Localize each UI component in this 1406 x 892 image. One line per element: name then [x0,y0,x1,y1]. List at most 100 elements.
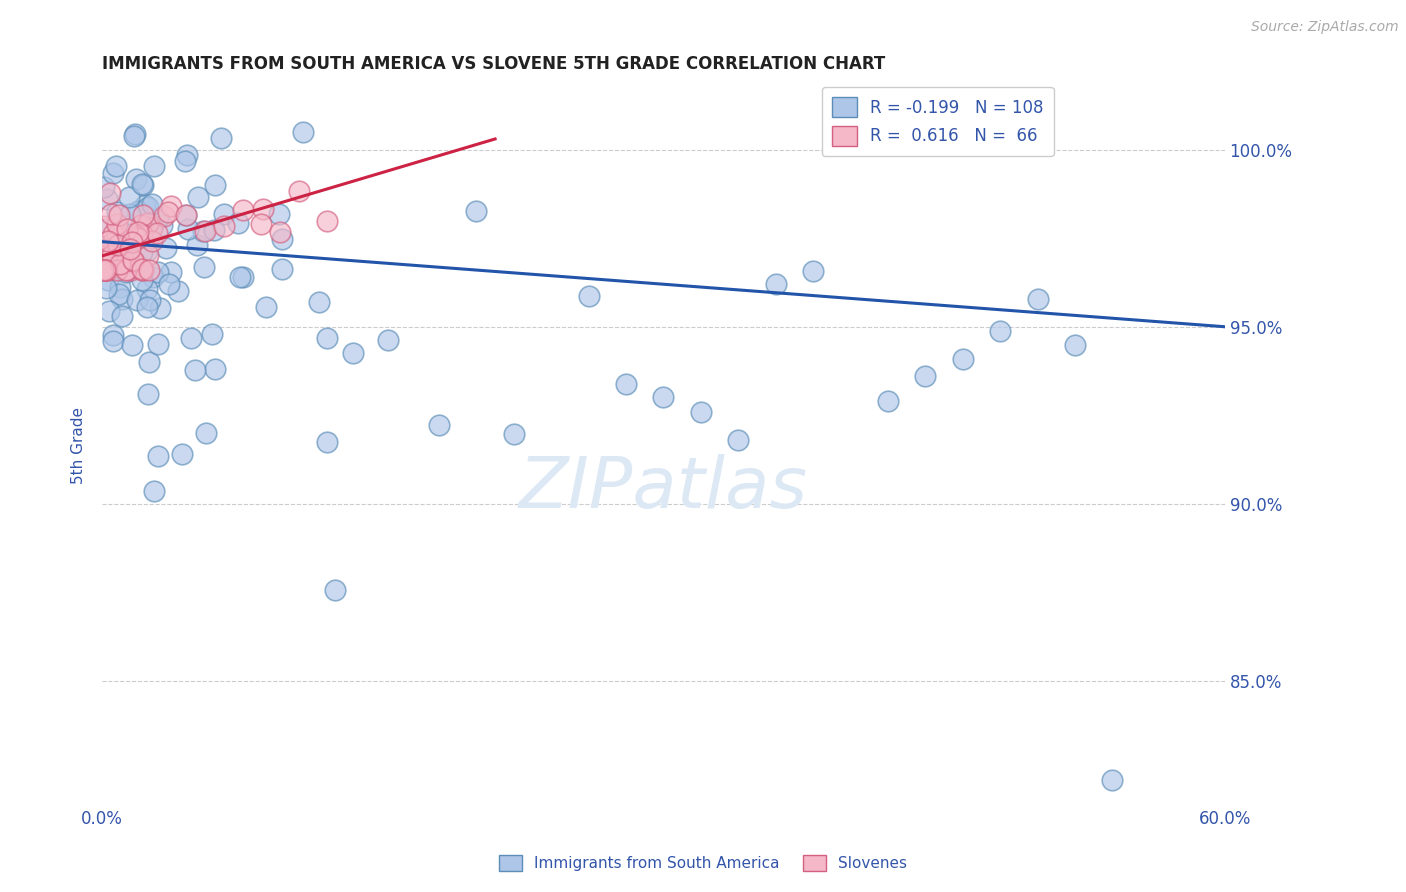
Point [131,261,153,276]
Point [97,263,120,277]
Point [135,300,157,314]
Point [131,178,153,192]
Point [138,248,160,262]
Point [176,208,198,222]
Point [91,219,114,233]
Point [125,293,148,307]
Point [97,256,120,270]
Point [103,235,125,249]
Point [1064,338,1087,352]
Point [209,131,232,145]
Point [150,219,173,233]
Point [136,282,159,296]
Point [134,198,156,212]
Point [212,207,235,221]
Point [204,362,226,376]
Point [186,238,208,252]
Point [91,263,114,277]
Point [315,331,337,345]
Point [143,159,166,173]
Point [139,221,162,235]
Point [103,166,125,180]
Point [291,125,314,139]
Point [93,263,115,277]
Point [117,238,139,252]
Point [107,246,129,260]
Point [231,202,253,217]
Point [93,179,115,194]
Point [111,293,134,307]
Point [101,328,124,343]
Point [127,204,149,219]
Point [105,218,128,232]
Point [270,232,292,246]
Point [121,253,143,268]
Point [105,205,128,219]
Point [136,200,159,214]
Point [131,273,153,287]
Point [96,192,118,206]
Point [136,244,159,258]
Point [174,154,197,169]
Point [204,178,226,192]
Point [118,237,141,252]
Point [143,484,166,499]
Point [160,265,183,279]
Point [252,202,274,216]
Point [177,221,200,235]
Point [180,331,202,345]
Point [202,222,225,236]
Point [94,263,117,277]
Point [97,273,120,287]
Point [146,226,169,240]
Point [176,208,198,222]
Point [129,218,152,232]
Point [232,270,254,285]
Point [212,219,235,233]
Point [94,263,117,277]
Point [120,227,142,241]
Point [727,434,749,448]
Point [108,257,131,271]
Point [100,247,122,261]
Point [269,226,291,240]
Point [125,257,148,271]
Point [142,270,165,285]
Point [1101,773,1123,788]
Point [465,204,488,219]
Point [108,259,131,273]
Point [141,234,163,248]
Text: Source: ZipAtlas.com: Source: ZipAtlas.com [1251,20,1399,34]
Point [614,377,637,392]
Point [138,230,160,244]
Point [131,244,153,259]
Point [101,334,124,348]
Point [105,263,128,277]
Point [689,405,711,419]
Point [136,216,159,230]
Point [96,248,118,262]
Point [114,257,136,271]
Point [176,148,198,162]
Point [108,280,131,294]
Point [91,243,114,257]
Point [96,280,118,294]
Y-axis label: 5th Grade: 5th Grade [72,407,86,484]
Point [315,213,337,227]
Point [125,228,148,243]
Point [157,277,180,291]
Point [138,355,160,369]
Point [132,222,155,236]
Point [194,224,217,238]
Point [250,217,273,231]
Point [94,263,117,277]
Point [342,345,364,359]
Point [141,221,163,235]
Point [112,254,135,268]
Point [117,221,139,235]
Point [107,237,129,252]
Point [172,447,194,461]
Point [287,185,309,199]
Point [127,231,149,245]
Point [96,251,118,265]
